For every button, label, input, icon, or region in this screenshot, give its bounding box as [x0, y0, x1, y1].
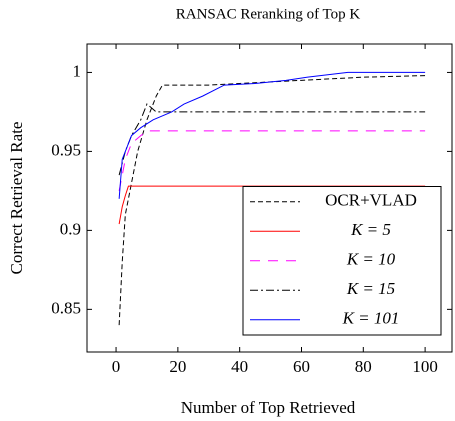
series-line: [118, 75, 426, 326]
legend-label: K = 5: [350, 220, 391, 239]
x-axis-label: Number of Top Retrieved: [181, 398, 356, 417]
y-tick-label: 0.9: [60, 219, 81, 238]
series-line: [118, 185, 426, 225]
legend-label: K = 10: [346, 250, 396, 269]
x-tick-label: 20: [169, 357, 186, 376]
x-tick-label: 40: [231, 357, 248, 376]
series-line: [118, 103, 426, 176]
chart-title: RANSAC Reranking of Top K: [176, 6, 361, 22]
series-line: [118, 130, 426, 191]
x-tick-label: 60: [293, 357, 310, 376]
y-axis-label: Correct Retrieval Rate: [7, 122, 26, 275]
plot-frame: [86, 43, 453, 353]
x-tick-label: 80: [355, 357, 372, 376]
legend-label: OCR+VLAD: [325, 191, 417, 210]
y-tick-label: 1: [73, 61, 82, 80]
legend-label: K = 15: [346, 279, 395, 298]
x-tick-label: 100: [412, 357, 438, 376]
y-tick-label: 0.85: [51, 298, 81, 317]
series-line: [118, 71, 426, 199]
y-tick-label: 0.95: [51, 140, 81, 159]
legend-label: K = 101: [342, 309, 400, 328]
x-tick-label: 0: [112, 357, 121, 376]
